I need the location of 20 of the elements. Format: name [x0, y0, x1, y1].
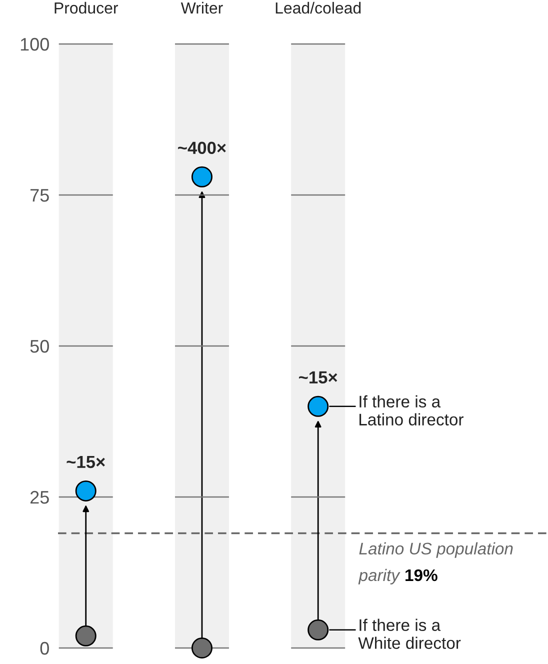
y-tick-label: 100 [20, 38, 49, 51]
legend-label: If there is a Latino director [360, 395, 464, 426]
point [75, 625, 96, 646]
y-tick-label: 75 [30, 189, 49, 202]
x-tick-label: Writer [180, 2, 223, 14]
point [75, 480, 96, 502]
legend-label: If there is a White director [358, 618, 461, 649]
x-tick-label: Lead/colead [276, 2, 361, 14]
x-tick-label: Producer [54, 2, 118, 14]
annotation: ~15× [66, 456, 105, 468]
annotation: ~400× [178, 142, 226, 154]
point [308, 396, 329, 417]
point [308, 619, 329, 640]
point [191, 637, 212, 659]
ref-line-label: Latino US population parity 19% [358, 542, 513, 584]
y-tick-label: 25 [30, 490, 49, 504]
y-tick-label: 50 [30, 340, 49, 353]
y-tick-label: 0 [40, 642, 49, 655]
annotation: ~15× [298, 371, 338, 384]
point [191, 166, 212, 188]
